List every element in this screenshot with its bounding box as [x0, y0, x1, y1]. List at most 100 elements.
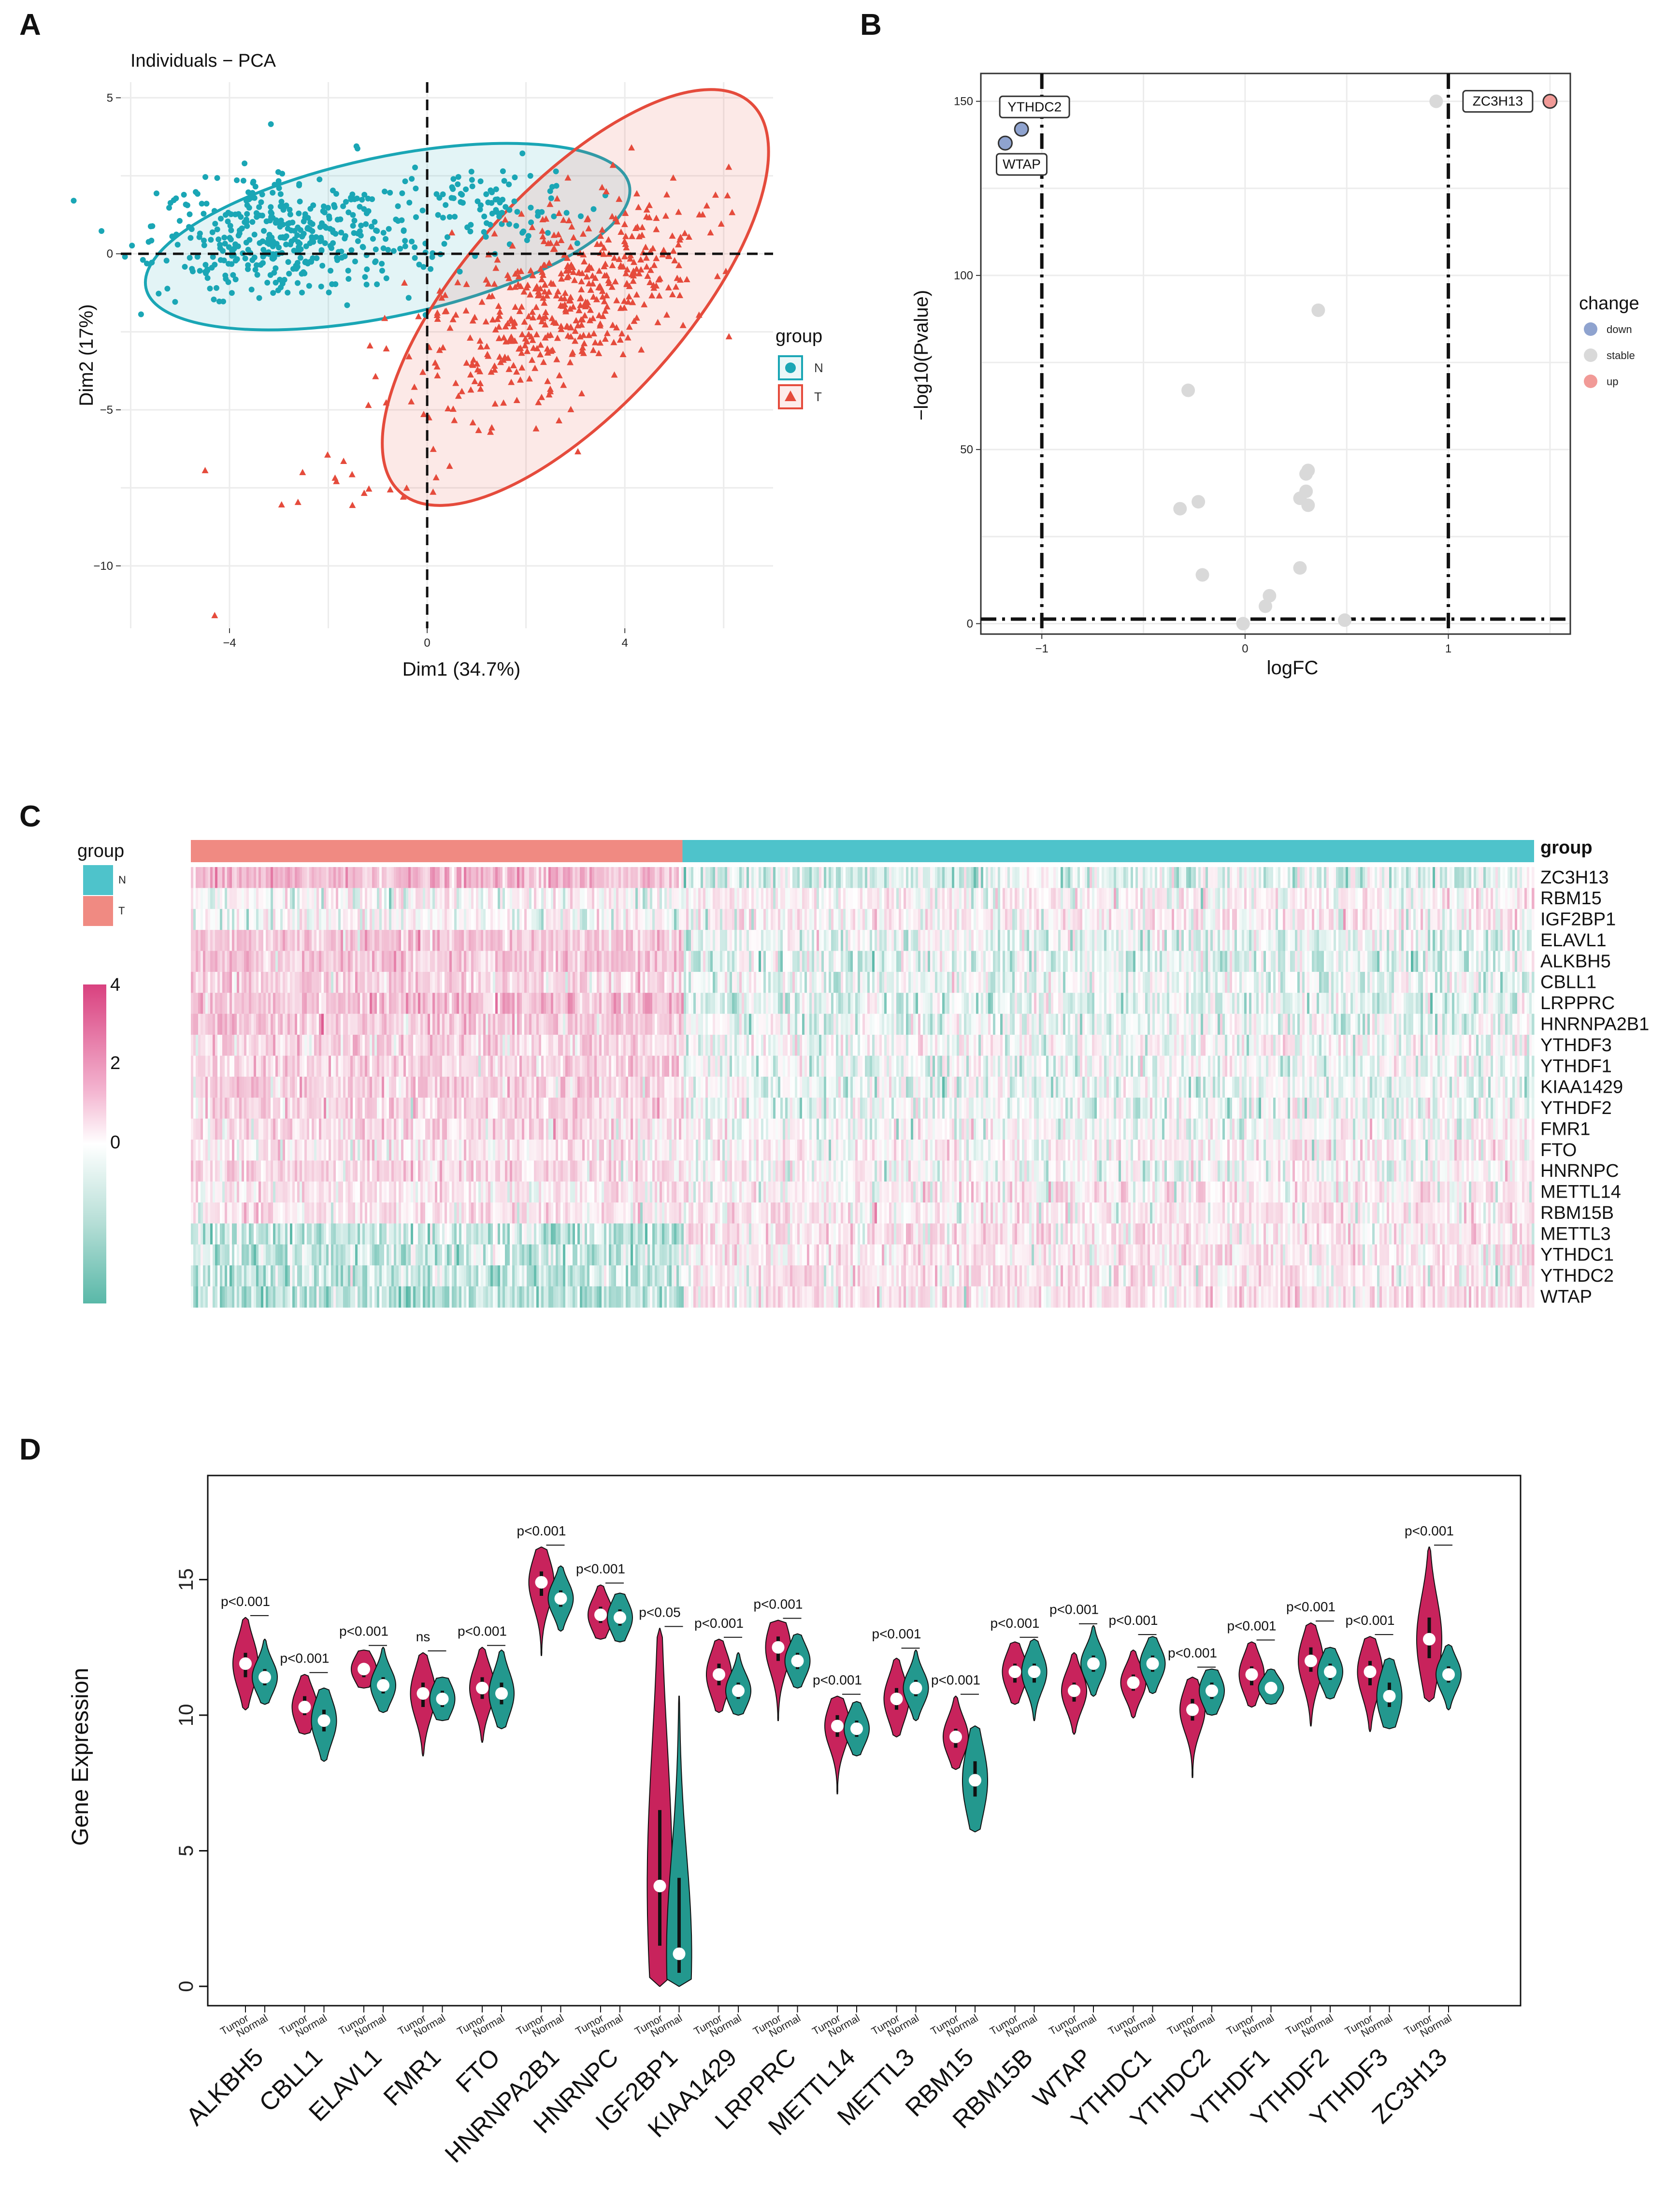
heatmap-cell	[387, 930, 389, 952]
heatmap-cell	[1058, 930, 1061, 952]
heatmap-cell	[1527, 867, 1530, 888]
heatmap-cell	[655, 971, 658, 993]
heatmap-cell	[618, 993, 621, 1014]
heatmap-cell	[870, 867, 873, 888]
heatmap-cell	[338, 909, 341, 930]
heatmap-cell	[935, 909, 938, 930]
heatmap-cell	[792, 930, 795, 952]
pca-point-n	[528, 219, 534, 226]
pca-point-n	[419, 207, 426, 214]
heatmap-cell	[316, 909, 319, 930]
heatmap-cell	[650, 909, 653, 930]
heatmap-cell	[304, 867, 307, 888]
heatmap-cell	[510, 867, 513, 888]
heatmap-cell	[481, 951, 484, 972]
heatmap-cell	[626, 951, 629, 972]
heatmap-cell	[585, 951, 588, 972]
heatmap-cell	[440, 993, 443, 1014]
heatmap-cell	[331, 951, 334, 972]
heatmap-cell	[563, 909, 566, 930]
heatmap-cell	[1433, 971, 1436, 993]
heatmap-cell	[1148, 909, 1150, 930]
heatmap-cell	[1230, 951, 1233, 972]
heatmap-cell	[971, 971, 974, 993]
heatmap-cell	[1114, 930, 1117, 952]
heatmap-cell	[713, 888, 716, 910]
heatmap-cell	[1367, 951, 1370, 972]
pca-point-n	[506, 207, 513, 213]
heatmap-cell	[862, 993, 865, 1014]
pca-point-t	[590, 293, 597, 300]
heatmap-cell	[971, 888, 974, 910]
heatmap-cell	[817, 993, 819, 1014]
heatmap-cell	[1433, 867, 1436, 888]
pca-point-t	[538, 318, 546, 325]
heatmap-cell	[273, 951, 276, 972]
pca-point-t	[546, 391, 553, 398]
heatmap-cell	[553, 888, 556, 910]
heatmap-cell	[348, 930, 351, 952]
pca-point-t	[544, 349, 551, 356]
heatmap-cell	[1167, 888, 1170, 910]
pca-point-t	[597, 232, 604, 239]
heatmap-cell	[1295, 930, 1298, 952]
heatmap-cell	[1355, 867, 1358, 888]
heatmap-group-annotation	[191, 840, 1534, 862]
heatmap-cell	[1350, 951, 1353, 972]
heatmap-cell	[387, 971, 389, 993]
heatmap-cell	[201, 930, 203, 952]
heatmap-cell	[1292, 909, 1295, 930]
heatmap-cell	[647, 909, 650, 930]
heatmap-cell	[544, 930, 546, 952]
pca-point-t	[633, 291, 640, 298]
heatmap-cell	[213, 909, 215, 930]
heatmap-cell	[800, 888, 803, 910]
heatmap-cell	[213, 930, 215, 952]
heatmap-cell	[887, 951, 890, 972]
heatmap-cell	[196, 971, 199, 993]
heatmap-cell	[742, 993, 745, 1014]
pca-point-t	[505, 365, 513, 372]
heatmap-cell	[602, 951, 604, 972]
heatmap-cell	[534, 993, 537, 1014]
heatmap-cell	[261, 971, 264, 993]
pca-point-t	[714, 273, 721, 279]
pca-point-n	[412, 164, 418, 171]
heatmap-cell	[222, 909, 225, 930]
heatmap-cell	[350, 867, 353, 888]
heatmap-cell	[783, 971, 786, 993]
heatmap-cell	[474, 930, 476, 952]
heatmap-cell	[1447, 867, 1450, 888]
heatmap-cell	[360, 909, 363, 930]
heatmap-cell	[1201, 930, 1204, 952]
pca-point-t	[538, 393, 545, 400]
heatmap-cell	[1041, 951, 1044, 972]
pca-point-n	[244, 202, 250, 208]
heatmap-cell	[234, 888, 237, 910]
heatmap-cell	[384, 888, 387, 910]
heatmap-cell	[1022, 909, 1025, 930]
pca-point-t	[477, 343, 485, 350]
heatmap-cell	[411, 951, 414, 972]
pca-point-t	[469, 361, 476, 367]
heatmap-cell	[1271, 888, 1274, 910]
heatmap-cell	[647, 930, 650, 952]
heatmap-cell	[906, 993, 909, 1014]
heatmap-cell	[701, 909, 704, 930]
heatmap-cell	[396, 909, 399, 930]
heatmap-cell	[705, 867, 708, 888]
heatmap-cell	[1198, 867, 1201, 888]
heatmap-cell	[1495, 888, 1498, 910]
pca-point-t	[620, 297, 628, 304]
heatmap-cell	[1017, 971, 1020, 993]
heatmap-cell	[1353, 930, 1356, 952]
heatmap-cell	[1302, 951, 1305, 972]
heatmap-cell	[384, 867, 387, 888]
heatmap-cell	[606, 993, 609, 1014]
pca-point-n	[334, 217, 341, 223]
heatmap-cell	[1305, 867, 1307, 888]
heatmap-cell	[362, 909, 365, 930]
heatmap-cell	[208, 930, 211, 952]
heatmap-cell	[1491, 971, 1493, 993]
heatmap-cell	[1505, 888, 1508, 910]
